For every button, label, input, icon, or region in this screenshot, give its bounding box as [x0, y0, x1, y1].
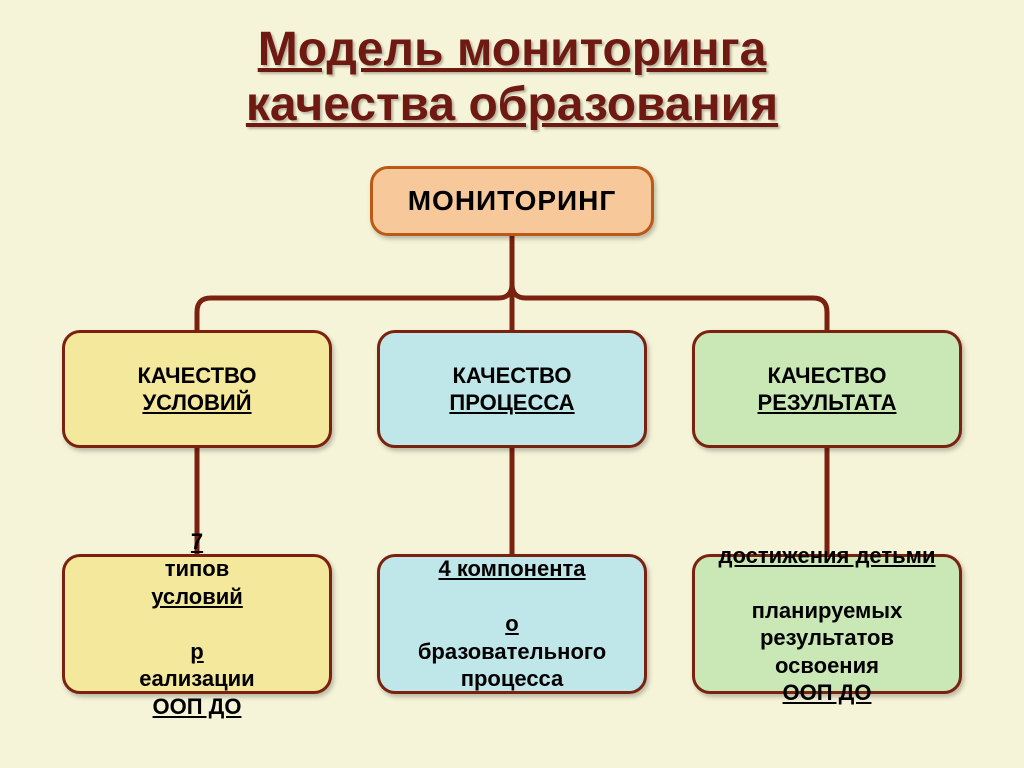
title-line-2: качества образования: [246, 78, 778, 131]
leaf-node-0: 7 типов условийреализации ООП ДО: [62, 554, 332, 694]
mid-line1: КАЧЕСТВО: [767, 362, 886, 390]
mid-line1: КАЧЕСТВО: [137, 362, 256, 390]
title-line-1: Модель мониторинга: [258, 23, 767, 76]
mid-node-2: КАЧЕСТВОРЕЗУЛЬТАТА: [692, 330, 962, 448]
mid-underlined: ПРОЦЕССА: [449, 389, 574, 417]
leaf-node-2: достижения детьмипланируемыхрезультатово…: [692, 554, 962, 694]
slide-title: Модель мониторинга качества образования: [0, 0, 1024, 132]
connector: [197, 236, 512, 330]
mid-underlined: УСЛОВИЙ: [142, 389, 251, 417]
mid-node-1: КАЧЕСТВОПРОЦЕССА: [377, 330, 647, 448]
root-node: МОНИТОРИНГ: [370, 166, 654, 236]
mid-node-0: КАЧЕСТВОУСЛОВИЙ: [62, 330, 332, 448]
leaf-node-1: 4 компонентаобразовательногопроцесса: [377, 554, 647, 694]
mid-underlined: РЕЗУЛЬТАТА: [758, 389, 897, 417]
connector: [512, 236, 827, 330]
mid-line1: КАЧЕСТВО: [452, 362, 571, 390]
